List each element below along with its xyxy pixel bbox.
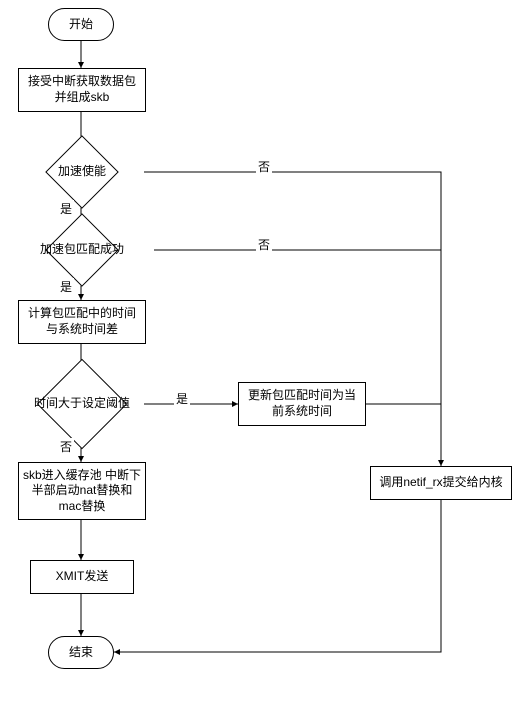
- node-recv: 接受中断获取数据包并组成skb: [18, 68, 146, 112]
- edge-match-yes: 是: [58, 278, 74, 295]
- edge-en-no: 否: [256, 158, 272, 175]
- node-xmit-label: XMIT发送: [56, 569, 109, 585]
- edge-thresh-yes: 是: [174, 390, 190, 407]
- node-start-label: 开始: [69, 17, 93, 33]
- node-netif-label: 调用netif_rx提交给内核: [379, 475, 502, 491]
- node-netif: 调用netif_rx提交给内核: [370, 466, 512, 500]
- node-skbpool-label: skb进入缓存池 中断下半部启动nat替换和mac替换: [23, 468, 141, 515]
- node-end: 结束: [48, 636, 114, 669]
- node-end-label: 结束: [69, 645, 93, 661]
- node-calc-label: 计算包匹配中的时间与系统时间差: [23, 306, 141, 337]
- edge-thresh-no: 否: [58, 438, 74, 455]
- node-update-label: 更新包匹配时间为当前系统时间: [243, 388, 361, 419]
- node-thresh: [37, 359, 128, 450]
- node-start: 开始: [48, 8, 114, 41]
- node-calc: 计算包匹配中的时间与系统时间差: [18, 300, 146, 344]
- node-en: [45, 135, 119, 209]
- edge-match-no: 否: [256, 236, 272, 253]
- node-match: [45, 213, 119, 287]
- node-xmit: XMIT发送: [30, 560, 134, 594]
- node-update: 更新包匹配时间为当前系统时间: [238, 382, 366, 426]
- node-skbpool: skb进入缓存池 中断下半部启动nat替换和mac替换: [18, 462, 146, 520]
- node-recv-label: 接受中断获取数据包并组成skb: [23, 74, 141, 105]
- edge-en-yes: 是: [58, 200, 74, 217]
